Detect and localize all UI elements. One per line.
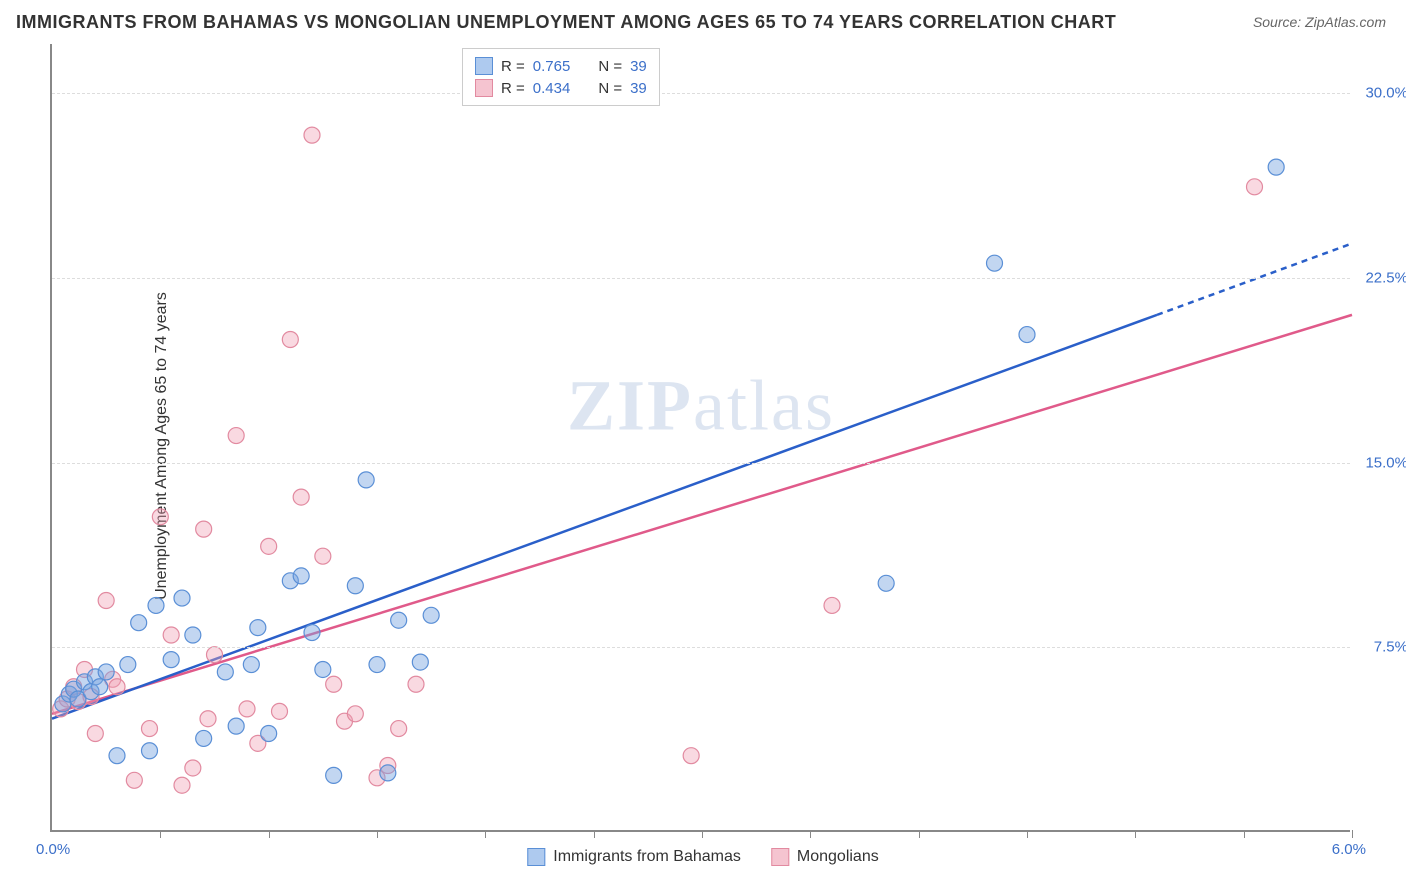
swatch-bahamas-icon xyxy=(527,848,545,866)
gridline xyxy=(52,93,1350,94)
legend-row-bahamas: R = 0.765 N = 39 xyxy=(475,55,647,77)
chart-svg xyxy=(52,44,1350,830)
swatch-bahamas xyxy=(475,57,493,75)
swatch-mongolians-icon xyxy=(771,848,789,866)
y-tick-label: 30.0% xyxy=(1365,85,1406,102)
x-tick xyxy=(1352,830,1353,838)
gridline xyxy=(52,647,1350,648)
source-label: Source: ZipAtlas.com xyxy=(1253,14,1386,30)
x-max-label: 6.0% xyxy=(1332,841,1366,858)
series-legend: Immigrants from Bahamas Mongolians xyxy=(527,848,878,866)
x-tick xyxy=(919,830,920,838)
plot-area: ZIPatlas 0.0% 6.0% 7.5%15.0%22.5%30.0% xyxy=(50,44,1350,832)
y-tick-label: 15.0% xyxy=(1365,454,1406,471)
gridline xyxy=(52,278,1350,279)
x-tick xyxy=(269,830,270,838)
y-tick-label: 22.5% xyxy=(1365,269,1406,286)
correlation-legend: R = 0.765 N = 39 R = 0.434 N = 39 xyxy=(462,48,660,106)
x-tick xyxy=(594,830,595,838)
x-tick xyxy=(485,830,486,838)
x-min-label: 0.0% xyxy=(36,841,70,858)
legend-item-mongolians: Mongolians xyxy=(771,848,879,866)
r-value-bahamas: 0.765 xyxy=(533,58,571,75)
r-value-mongolians: 0.434 xyxy=(533,80,571,97)
x-tick xyxy=(1135,830,1136,838)
gridline xyxy=(52,463,1350,464)
n-value-bahamas: 39 xyxy=(630,58,647,75)
x-tick xyxy=(1244,830,1245,838)
x-tick xyxy=(160,830,161,838)
x-tick xyxy=(702,830,703,838)
x-tick xyxy=(810,830,811,838)
legend-item-bahamas: Immigrants from Bahamas xyxy=(527,848,741,866)
legend-row-mongolians: R = 0.434 N = 39 xyxy=(475,77,647,99)
swatch-mongolians xyxy=(475,79,493,97)
chart-title: IMMIGRANTS FROM BAHAMAS VS MONGOLIAN UNE… xyxy=(16,12,1116,33)
n-value-mongolians: 39 xyxy=(630,80,647,97)
x-tick xyxy=(377,830,378,838)
x-tick xyxy=(1027,830,1028,838)
y-tick-label: 7.5% xyxy=(1374,639,1406,656)
